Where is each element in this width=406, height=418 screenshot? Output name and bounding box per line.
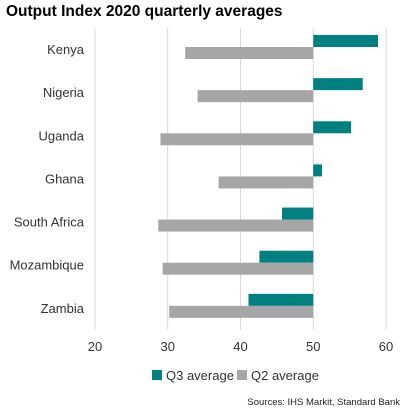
bar-q3-average-zambia	[248, 293, 314, 306]
bar-q2-average-uganda	[160, 133, 314, 146]
legend: Q3 average Q2 average	[152, 368, 319, 383]
bar-q3-average-south-africa	[281, 207, 314, 220]
bar-q3-average-kenya	[313, 35, 378, 47]
category-label: Ghana	[45, 171, 85, 186]
legend-swatch	[152, 370, 162, 380]
x-tick-label: 30	[161, 339, 175, 354]
category-labels: Kenya Nigeria Uganda Ghana South Africa Mozam…	[10, 42, 85, 316]
bar-q3-average-mozambique	[259, 250, 314, 263]
x-tick-label: 50	[306, 339, 320, 354]
x-tick-label: 40	[233, 339, 247, 354]
bar-q2-average-kenya	[185, 47, 314, 59]
source-note: Sources: IHS Markit, Standard Bank	[247, 397, 400, 408]
category-label: Uganda	[38, 128, 84, 143]
category-label: Mozambique	[10, 258, 84, 273]
legend-label: Q3 average	[166, 368, 234, 383]
bar-q2-average-zambia	[169, 305, 314, 318]
bar-q2-average-mozambique	[162, 262, 314, 275]
category-label: Kenya	[47, 42, 85, 57]
legend-swatch	[237, 370, 247, 380]
x-tick-labels: 20 30 40 50 60	[88, 339, 393, 354]
bar-q3-average-uganda	[313, 121, 352, 134]
category-label: Nigeria	[43, 85, 85, 100]
bar-q2-average-south-africa	[158, 219, 314, 232]
category-label: South Africa	[14, 215, 85, 230]
category-label: Zambia	[41, 301, 85, 316]
chart-title: Output Index 2020 quarterly averages	[6, 3, 283, 20]
bar-q2-average-ghana	[218, 176, 314, 189]
bar-q2-average-nigeria	[197, 90, 314, 103]
x-tick-label: 60	[379, 339, 393, 354]
bar-q3-average-nigeria	[313, 78, 363, 91]
bar-q3-average-ghana	[313, 164, 322, 177]
x-tick-label: 20	[88, 339, 102, 354]
bars	[158, 35, 378, 318]
legend-label: Q2 average	[251, 368, 319, 383]
